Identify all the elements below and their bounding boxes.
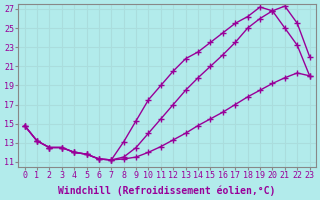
- X-axis label: Windchill (Refroidissement éolien,°C): Windchill (Refroidissement éolien,°C): [58, 185, 276, 196]
